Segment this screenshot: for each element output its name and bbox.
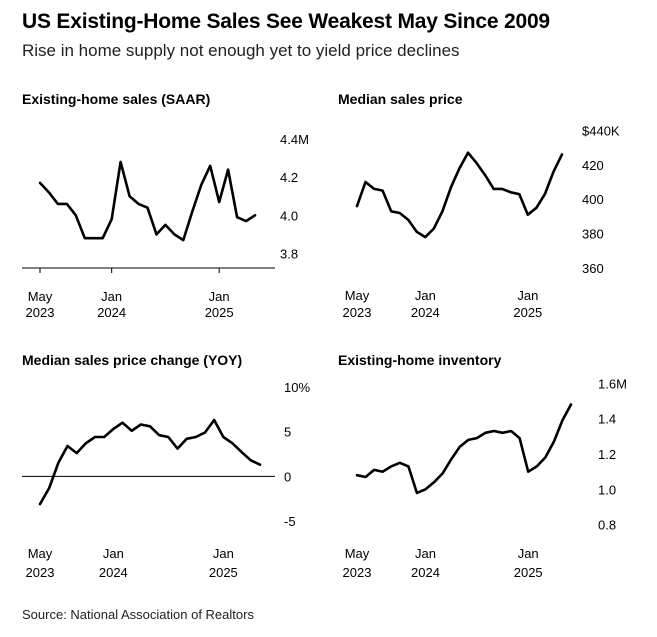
- x-tick-label-price: Jan: [415, 288, 436, 303]
- y-tick-label-inventory: 1.6M: [598, 376, 627, 391]
- x-tick-year-yoy: 2024: [99, 565, 128, 580]
- series-line-price: [355, 151, 564, 239]
- chart-subtitle: Rise in home supply not enough yet to yi…: [22, 41, 460, 60]
- x-tick-year-inventory: 2024: [411, 565, 440, 580]
- x-tick-label-price: May: [345, 288, 370, 303]
- x-tick-year-yoy: 2025: [209, 565, 238, 580]
- panel-title-sales: Existing-home sales (SAAR): [22, 91, 210, 107]
- y-tick-label-price: $440K: [582, 123, 620, 138]
- y-tick-label-price: 380: [582, 227, 604, 242]
- x-tick-label-sales: Jan: [209, 289, 230, 304]
- x-tick-year-sales: 2023: [26, 305, 55, 320]
- x-tick-label-price: Jan: [517, 288, 538, 303]
- x-tick-label-sales: Jan: [101, 289, 122, 304]
- y-tick-label-sales: 4.2: [280, 170, 298, 185]
- x-tick-year-sales: 2025: [205, 305, 234, 320]
- y-tick-label-sales: 4.4M: [280, 132, 309, 147]
- y-tick-label-sales: 4.0: [280, 208, 298, 223]
- x-tick-year-price: 2025: [513, 305, 542, 320]
- x-tick-year-price: 2024: [411, 305, 440, 320]
- chart-title: US Existing-Home Sales See Weakest May S…: [22, 10, 550, 33]
- x-tick-label-inventory: May: [345, 546, 370, 561]
- x-tick-label-yoy: Jan: [213, 546, 234, 561]
- y-tick-label-yoy: 10%: [284, 380, 310, 395]
- y-tick-label-price: 400: [582, 192, 604, 207]
- x-tick-label-inventory: Jan: [518, 546, 539, 561]
- series-line-sales: [38, 160, 257, 242]
- x-tick-year-inventory: 2025: [514, 565, 543, 580]
- y-tick-label-price: 420: [582, 158, 604, 173]
- panel-title-yoy: Median sales price change (YOY): [22, 352, 242, 368]
- y-tick-label-inventory: 1.0: [598, 482, 616, 497]
- y-tick-label-price: 360: [582, 261, 604, 276]
- x-tick-label-inventory: Jan: [415, 546, 436, 561]
- source-note: Source: National Association of Realtors: [22, 607, 254, 622]
- panel-title-inventory: Existing-home inventory: [338, 352, 502, 368]
- x-tick-label-sales: May: [28, 289, 53, 304]
- y-tick-label-inventory: 1.4: [598, 412, 616, 427]
- x-tick-label-yoy: May: [28, 546, 53, 561]
- y-tick-label-inventory: 1.2: [598, 447, 616, 462]
- series-line-yoy: [38, 418, 262, 506]
- y-tick-label-yoy: -5: [284, 514, 296, 529]
- x-tick-year-price: 2023: [343, 305, 372, 320]
- y-tick-label-inventory: 0.8: [598, 518, 616, 533]
- y-tick-label-yoy: 5: [284, 425, 291, 440]
- x-tick-label-yoy: Jan: [103, 546, 124, 561]
- x-tick-year-yoy: 2023: [26, 565, 55, 580]
- panel-title-price: Median sales price: [338, 91, 463, 107]
- x-tick-year-inventory: 2023: [343, 565, 372, 580]
- y-tick-label-sales: 3.8: [280, 246, 298, 261]
- y-tick-label-yoy: 0: [284, 469, 291, 484]
- x-tick-year-sales: 2024: [97, 305, 126, 320]
- series-line-inventory: [355, 403, 573, 495]
